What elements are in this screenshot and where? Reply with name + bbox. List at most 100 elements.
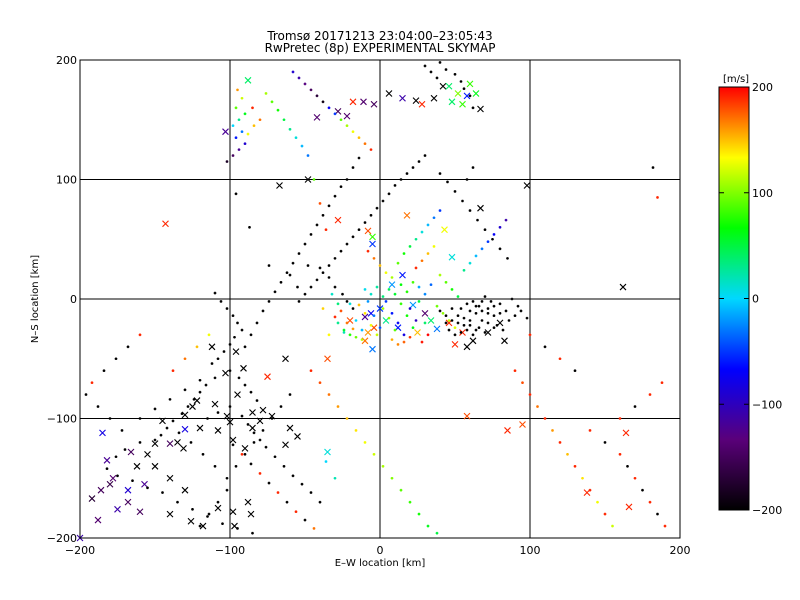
data-point [446,180,449,184]
data-point [444,280,448,284]
data-point [336,302,340,306]
data-point-x [144,450,151,458]
data-point-x [282,355,289,363]
data-point [288,393,292,396]
data-point-x [324,355,331,363]
data-point [369,214,373,217]
data-point [399,178,403,181]
data-point [234,136,238,139]
data-point-x [189,403,196,410]
data-point-x [166,440,174,447]
data-point-x [324,448,331,456]
data-point [483,295,487,298]
data-point [456,295,460,298]
data-point [354,335,358,339]
data-point [480,247,484,251]
data-point [333,476,337,480]
data-point [146,486,149,490]
data-point [366,249,370,253]
data-point [417,285,421,289]
data-point [603,441,607,444]
data-point [138,441,142,444]
data-point-x [223,412,231,420]
data-point-x [313,113,321,121]
data-point [402,252,406,255]
data-point-x [448,253,456,261]
data-point [236,527,239,530]
data-point [492,304,496,308]
data-point [357,303,361,307]
data-point [417,160,421,163]
data-point [558,357,562,361]
data-point [327,333,331,337]
data-point-x [364,329,372,336]
data-point [131,479,134,482]
data-point [551,429,554,432]
data-point [480,300,484,303]
data-point [339,309,343,313]
data-point [378,264,382,267]
data-point [258,118,262,122]
data-point [318,266,322,270]
data-point [420,340,424,344]
data-point [471,166,475,169]
data-point [519,309,523,313]
data-point [426,252,430,255]
data-point [393,184,397,187]
data-point [453,326,457,329]
data-point [411,280,415,284]
data-point [402,340,406,344]
data-point [309,285,313,289]
data-point [351,130,355,133]
data-point [183,388,187,392]
data-point-x [370,100,378,108]
data-point [351,235,355,239]
data-point [387,288,391,291]
data-point [216,411,220,414]
data-point-x [304,176,312,183]
data-point [536,405,539,408]
data-point [206,417,209,420]
data-point-x [433,325,441,333]
data-point [462,87,466,90]
data-point [435,76,439,80]
data-point [303,518,307,522]
data-point [273,290,277,294]
data-point [201,453,205,456]
data-point-x [399,94,406,102]
data-point [504,218,508,222]
data-point [309,233,313,236]
data-point-x [222,128,229,136]
data-point [333,285,337,289]
data-point [339,118,343,122]
data-point-x [229,436,237,444]
data-point [573,369,577,372]
data-point [369,323,373,327]
data-point [237,148,241,151]
data-point [357,136,361,139]
data-point [528,333,532,337]
data-point [114,455,118,459]
data-point [363,312,367,315]
data-point [411,326,415,329]
data-point [297,252,301,255]
data-point-x [361,337,369,345]
data-point [476,218,479,222]
data-point-x [181,486,189,494]
data-point [438,61,442,64]
data-point [396,261,400,265]
data-point [423,292,427,296]
data-point-x [136,508,144,516]
data-point [213,465,217,468]
data-point [432,245,436,248]
data-point [633,405,637,408]
data-point [84,393,88,396]
data-point [411,166,415,169]
data-point [348,302,352,306]
data-point [468,94,472,98]
data-point [480,309,484,313]
data-point [450,307,454,310]
data-point [363,221,367,224]
data-point [498,312,502,315]
data-point [444,68,448,71]
